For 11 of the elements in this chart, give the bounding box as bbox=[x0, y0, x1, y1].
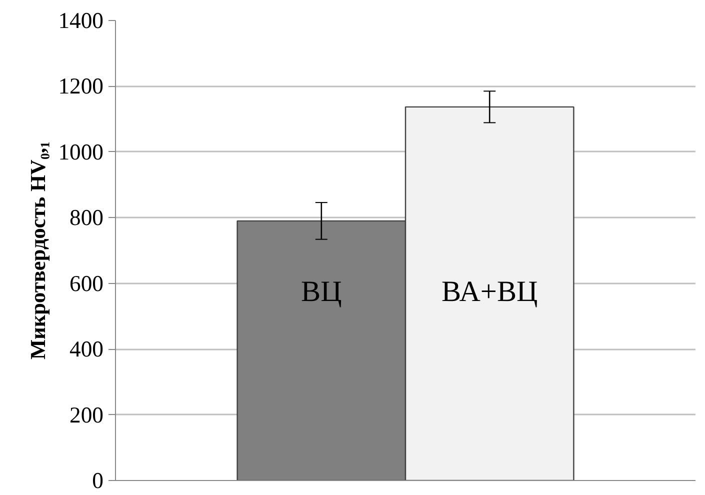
y-tick-label: 1400 bbox=[58, 8, 104, 33]
y-tick-label: 600 bbox=[70, 270, 104, 296]
y-tick-label: 800 bbox=[70, 205, 104, 230]
series-label: ВЦ bbox=[301, 276, 342, 308]
series-label: ВА+ВЦ bbox=[442, 276, 538, 308]
y-tick-label: 400 bbox=[70, 336, 104, 362]
y-axis-title: Микротвердость HV₀,₁ bbox=[26, 141, 50, 360]
y-tick-label: 200 bbox=[70, 402, 104, 428]
y-tick-label: 0 bbox=[92, 468, 104, 493]
y-tick-label: 1200 bbox=[58, 74, 104, 99]
y-tick-label: 1000 bbox=[58, 139, 104, 164]
